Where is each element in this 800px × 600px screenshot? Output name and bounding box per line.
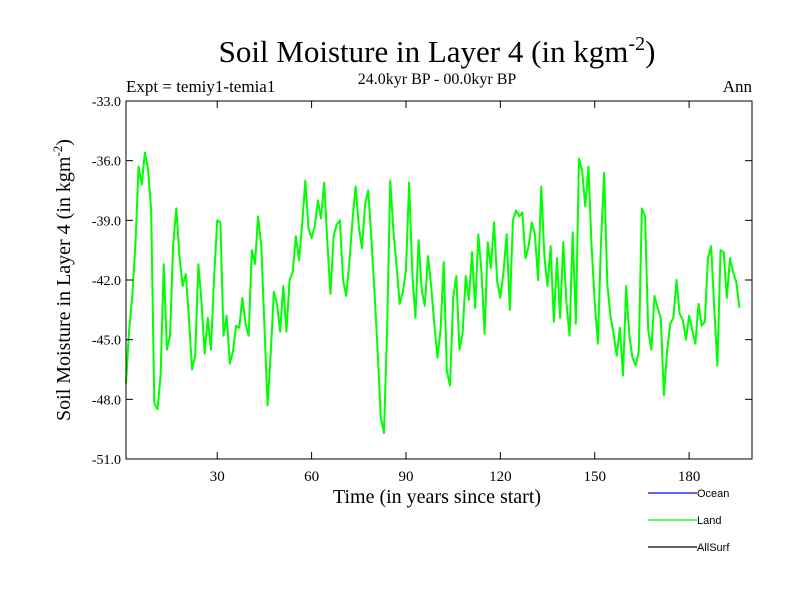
experiment-label: Expt = temiy1-temia1: [126, 77, 275, 96]
y-tick-label: -42.0: [92, 274, 121, 289]
x-tick-label: 180: [678, 469, 701, 485]
season-label: Ann: [723, 77, 753, 96]
y-tick-label: -36.0: [92, 155, 121, 170]
y-axis-title: Soil Moisture in Layer 4 (in kgm-2): [50, 139, 75, 421]
legend-label-allsurf: AllSurf: [697, 542, 730, 554]
y-tick-label: -48.0: [92, 393, 121, 408]
x-tick-label: 150: [583, 469, 606, 485]
plot-frame: [125, 100, 753, 460]
x-tick-label: 90: [398, 469, 413, 485]
y-tick-label: -51.0: [92, 453, 121, 468]
plot-area: -51.0 -48.0 -45.0 -42.0 -39.0 -36.0 -33.0 30 60 9…: [92, 95, 753, 485]
y-tick-label: -45.0: [92, 334, 121, 349]
x-tick-label: 30: [210, 469, 225, 485]
legend: Ocean Land AllSurf: [648, 488, 730, 554]
series-line-land: [125, 151, 741, 435]
x-axis-title: Time (in years since start): [333, 486, 541, 508]
x-tick-label: 60: [304, 469, 319, 485]
x-tick-label: 120: [489, 469, 512, 485]
period-label: 24.0kyr BP - 00.0kyr BP: [358, 71, 517, 88]
legend-label-land: Land: [697, 515, 721, 527]
y-tick-label: -39.0: [92, 214, 121, 229]
y-tick-label: -33.0: [92, 95, 121, 110]
chart-title: Soil Moisture in Layer 4 (in kgm-2): [219, 33, 656, 69]
legend-label-ocean: Ocean: [697, 488, 729, 500]
